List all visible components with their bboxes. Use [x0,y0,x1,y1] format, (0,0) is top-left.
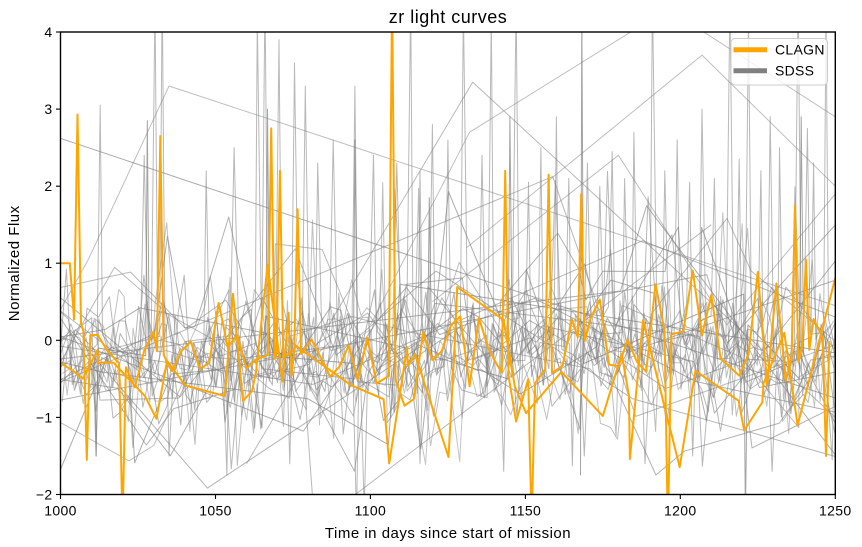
svg-text:0: 0 [44,332,52,348]
svg-text:1150: 1150 [510,503,542,519]
svg-text:1000: 1000 [44,503,77,519]
svg-text:SDSS: SDSS [775,63,814,79]
svg-text:1200: 1200 [664,503,697,519]
svg-text:Normalized Flux: Normalized Flux [6,205,23,321]
svg-text:CLAGN: CLAGN [775,42,825,58]
svg-text:1100: 1100 [355,503,387,519]
svg-text:4: 4 [44,24,52,40]
svg-text:1: 1 [44,255,52,271]
svg-text:1250: 1250 [819,503,852,519]
svg-text:−1: −1 [36,409,53,425]
svg-text:2: 2 [44,178,52,194]
svg-text:Time in days since start of mi: Time in days since start of mission [325,525,571,542]
svg-text:zr light curves: zr light curves [389,7,508,27]
svg-text:−2: −2 [36,487,53,503]
svg-text:3: 3 [44,101,52,117]
svg-text:1050: 1050 [199,503,232,519]
